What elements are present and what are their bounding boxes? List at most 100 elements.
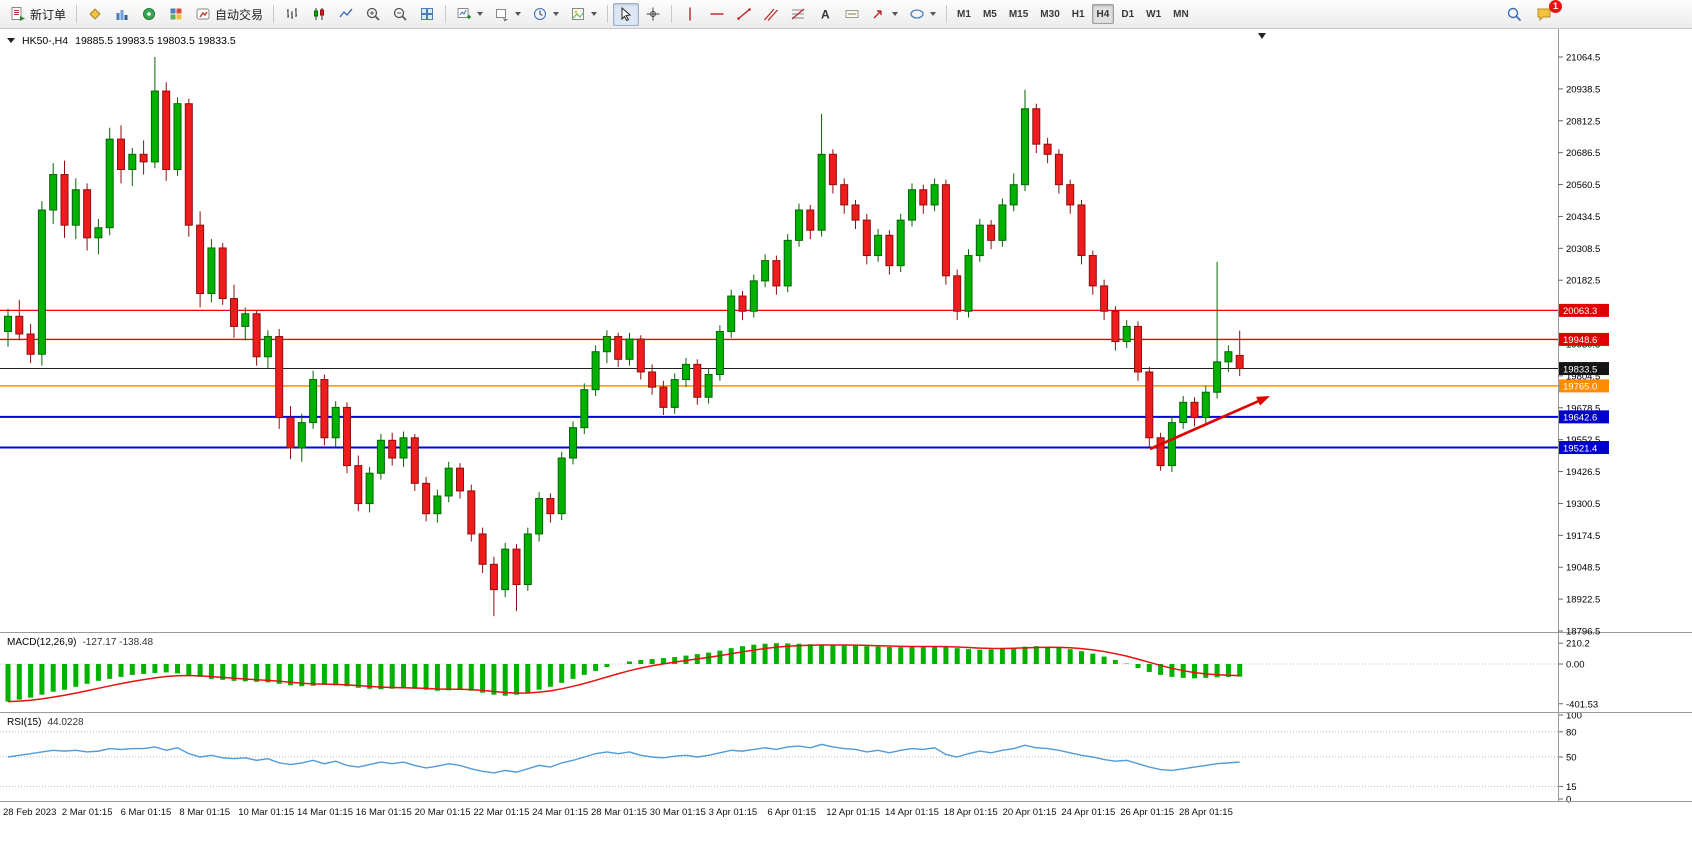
dropdown-caret-icon [553,12,560,19]
svg-text:28 Mar 01:15: 28 Mar 01:15 [591,807,647,818]
rsi-name: RSI(15) [7,717,42,728]
svg-text:2 Mar 01:15: 2 Mar 01:15 [62,807,113,818]
candlestick-chart-button[interactable] [306,3,332,26]
svg-text:100: 100 [1566,711,1582,722]
navigator-button[interactable] [136,3,162,26]
rsi-label: RSI(15) 44.0228 [7,717,84,728]
tile-windows-button[interactable] [414,3,440,26]
fibonacci-tool-button[interactable] [785,3,811,26]
new-chart-button[interactable] [451,3,488,26]
macd-panel: 210.2 0.00 -401.53 [0,639,1598,710]
trend-arrow-annotation[interactable] [1149,396,1270,451]
dropdown-caret-icon [892,12,899,19]
text-tool-button[interactable]: A [812,3,838,26]
auto-trading-button[interactable]: 自动交易 [190,3,268,26]
navigator-icon [143,8,156,20]
profiles-button[interactable] [489,3,526,26]
channel-tool-button[interactable] [758,3,784,26]
svg-text:30 Mar 01:15: 30 Mar 01:15 [650,807,706,818]
time-axis[interactable]: 28 Feb 2023 2 Mar 01:15 6 Mar 01:15 8 Mar 0… [3,807,1233,818]
svg-text:A: A [821,8,830,22]
arrows-tool-button[interactable] [866,3,903,26]
svg-text:20 Apr 01:15: 20 Apr 01:15 [1003,807,1057,818]
search-icon [1507,7,1522,22]
chart-info-line: HK50-,H4 19885.5 19983.5 19803.5 19833.5 [7,34,236,47]
candles [4,57,1244,617]
trendline-tool-button[interactable] [731,3,757,26]
svg-text:20560.5: 20560.5 [1566,180,1600,191]
toolbar: 新订单 自动交易 A M1 M5 M15 M30 H1 H4 D1 W1 MN 1 [0,0,1692,29]
bar-chart-button[interactable] [279,3,305,26]
tile-windows-icon [421,8,434,20]
clock-icon [534,8,547,20]
rsi-value: 44.0228 [47,717,84,728]
svg-text:18796.5: 18796.5 [1566,627,1600,638]
dropdown-caret-icon [930,12,937,19]
label-tool-button[interactable] [839,3,865,26]
cursor-button[interactable] [613,2,640,26]
channel-icon [764,8,778,21]
new-order-button[interactable]: 新订单 [5,3,71,26]
timeframe-H4[interactable]: H4 [1091,4,1115,24]
zoom-in-button[interactable] [360,3,386,26]
toolbar-separator [607,5,609,23]
market-watch-button[interactable] [109,3,135,26]
svg-text:50: 50 [1566,753,1577,764]
template-icon [572,8,585,20]
text-tool-icon: A [821,8,830,22]
svg-text:20182.5: 20182.5 [1566,276,1600,287]
timeframe-W1[interactable]: W1 [1141,4,1166,24]
shapes-tool-icon [910,9,924,19]
template-button[interactable] [565,3,602,26]
label-tool-icon [845,10,859,18]
charts-grid-icon [89,8,101,20]
svg-text:26 Apr 01:15: 26 Apr 01:15 [1120,807,1174,818]
symbol-collapse-icon[interactable] [7,38,15,47]
svg-text:3 Apr 01:15: 3 Apr 01:15 [709,807,758,818]
svg-text:20938.5: 20938.5 [1566,84,1600,95]
line-chart-button[interactable] [333,3,359,26]
svg-text:6 Mar 01:15: 6 Mar 01:15 [121,807,172,818]
svg-text:18922.5: 18922.5 [1566,595,1600,606]
toolbar-separator [273,5,275,23]
timeframe-H1[interactable]: H1 [1067,4,1090,24]
profiles-icon [496,9,509,22]
svg-text:19765.0: 19765.0 [1563,382,1597,393]
timeframe-M5[interactable]: M5 [978,4,1002,24]
svg-text:20812.5: 20812.5 [1566,116,1600,127]
timeframe-group: M1 M5 M15 M30 H1 H4 D1 W1 MN [952,4,1194,24]
toolbar-separator [671,5,673,23]
svg-text:19833.5: 19833.5 [1563,364,1597,375]
svg-text:28 Feb 2023: 28 Feb 2023 [3,807,56,818]
horizontal-line-tool-button[interactable] [704,3,730,26]
timeframe-M30[interactable]: M30 [1035,4,1064,24]
charts-grid-button[interactable] [82,3,108,26]
toolbar-separator [946,5,948,23]
svg-text:14 Mar 01:15: 14 Mar 01:15 [297,807,353,818]
svg-text:19426.5: 19426.5 [1566,467,1600,478]
svg-text:19048.5: 19048.5 [1566,563,1600,574]
zoom-out-button[interactable] [387,3,413,26]
timeframe-M1[interactable]: M1 [952,4,976,24]
search-button[interactable] [1501,3,1527,26]
timeframe-MN[interactable]: MN [1168,4,1194,24]
notifications-button[interactable]: 1 [1531,0,1562,26]
crosshair-button[interactable] [640,3,666,26]
dropdown-caret-icon [515,12,522,19]
price-axis[interactable]: 21064.5 20938.5 20812.5 20686.5 20560.5 20434… [1558,53,1609,638]
svg-text:8 Mar 01:15: 8 Mar 01:15 [179,807,230,818]
vertical-line-tool-button[interactable] [677,3,703,26]
svg-text:210.2: 210.2 [1566,639,1590,650]
crosshair-icon [646,7,660,21]
zoom-in-icon [366,7,380,21]
horizontal-line-icon [710,13,724,15]
chart-canvas[interactable]: 210.2 0.00 -401.53 100 80 50 15 0 21064.5 20938… [0,29,1692,860]
timeframe-M15[interactable]: M15 [1004,4,1033,24]
svg-text:19174.5: 19174.5 [1566,531,1600,542]
svg-text:19804.5: 19804.5 [1566,371,1600,382]
svg-text:18 Apr 01:15: 18 Apr 01:15 [944,807,998,818]
shapes-tool-button[interactable] [904,3,941,26]
terminal-button[interactable] [163,3,189,26]
period-button[interactable] [527,3,564,26]
timeframe-D1[interactable]: D1 [1116,4,1139,24]
